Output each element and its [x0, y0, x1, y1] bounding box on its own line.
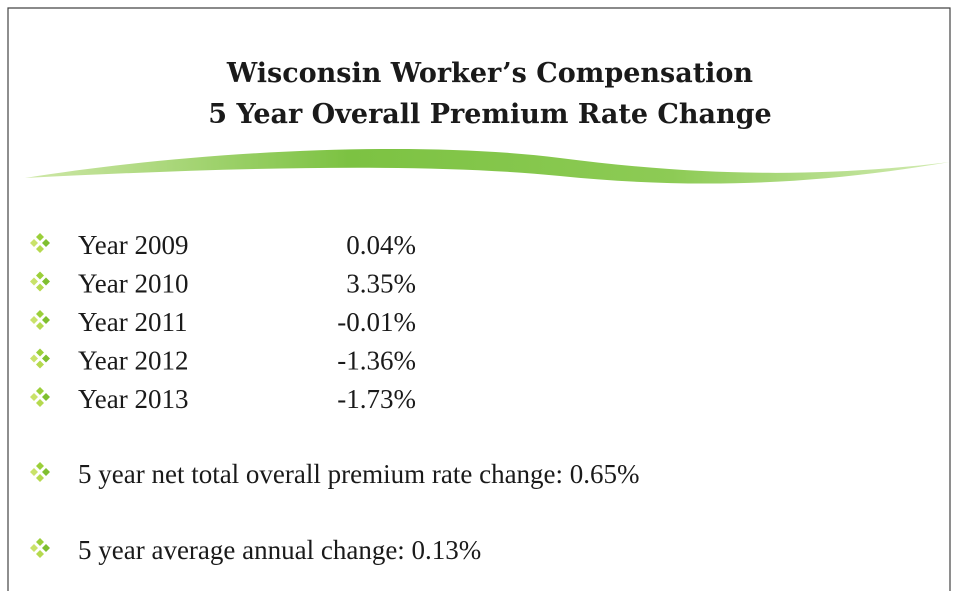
- swoosh: [25, 148, 950, 184]
- title-line: Wisconsin Worker’s Compensation: [226, 58, 754, 89]
- bullet: [30, 310, 50, 330]
- bullet-dot: [36, 399, 44, 407]
- content: Year 2009 0.04% Year 2010 3.35% Year 2011 -0.…: [30, 230, 640, 565]
- bullet-dot: [36, 348, 44, 357]
- bullet-dot: [30, 393, 38, 401]
- item-value: 0.04%: [346, 230, 416, 260]
- bullet-dot: [36, 550, 44, 558]
- bullet: [30, 233, 50, 253]
- item-value: -0.01%: [337, 307, 416, 337]
- item-value: 3.35%: [346, 269, 416, 299]
- bullet-dot: [36, 283, 44, 292]
- item-label: Year 2011: [78, 307, 188, 337]
- bullet-dot: [30, 316, 38, 324]
- bullet-dot: [42, 468, 50, 476]
- bullet-dot: [36, 387, 44, 395]
- bullet: [30, 462, 50, 482]
- item-label: Year 2009: [78, 230, 189, 260]
- item-label: Year 2010: [78, 269, 189, 299]
- bullet-dot: [30, 239, 38, 247]
- bullet-dot: [42, 544, 50, 552]
- bullet-dot: [42, 239, 50, 247]
- summary-line: 5 year average annual change: 0.13%: [78, 535, 481, 565]
- bullet-dot: [36, 233, 44, 241]
- summary-line: 5 year net total overall premium rate ch…: [78, 459, 640, 489]
- bullet: [30, 387, 50, 407]
- bullet: [30, 538, 50, 558]
- bullet-dot: [36, 538, 44, 546]
- bullet-dot: [36, 474, 44, 482]
- bullet-dot: [30, 468, 38, 476]
- bullet: [30, 348, 50, 369]
- bullet-dot: [42, 393, 50, 401]
- bullet-dot: [36, 271, 44, 280]
- slide-border: [7, 7, 951, 591]
- bullet-dot: [30, 544, 38, 552]
- bullet-dot: [42, 316, 50, 324]
- bullet-dot: [30, 354, 38, 363]
- bullet-dot: [36, 360, 44, 369]
- bullet-dot: [36, 322, 44, 330]
- bullet-dot: [36, 245, 44, 253]
- item-value: -1.36%: [337, 346, 416, 376]
- bullet-dot: [42, 354, 50, 363]
- item-label: Year 2013: [78, 384, 189, 414]
- item-value: -1.73%: [337, 384, 416, 414]
- title-line: 5 Year Overall Premium Rate Change: [208, 99, 771, 130]
- bullet: [30, 271, 50, 292]
- bullet-dot: [30, 277, 38, 286]
- bullet-dot: [36, 310, 44, 318]
- item-label: Year 2012: [78, 346, 189, 376]
- bullet-dot: [36, 462, 44, 470]
- bullet-dot: [42, 277, 50, 286]
